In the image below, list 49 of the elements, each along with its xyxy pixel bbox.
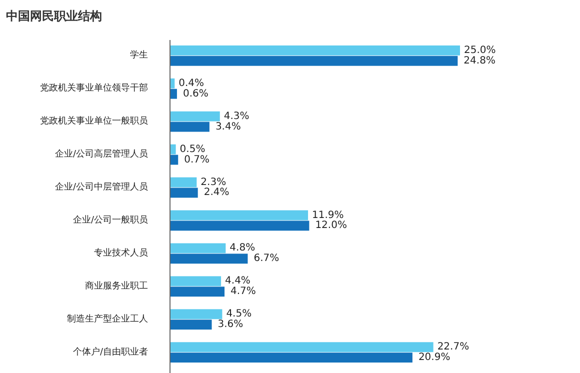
data-label: 4.5% <box>226 308 252 320</box>
text: 中国网民职业结构 <box>6 9 102 23</box>
data-label: 6.7% <box>254 253 280 264</box>
data-label: 4.7% <box>230 286 256 298</box>
y-tick-label: 企业/公司一般职员 <box>72 214 148 226</box>
bar <box>170 243 226 254</box>
data-label: 0.7% <box>184 154 210 166</box>
y-tick-label: 专业技术人员 <box>94 247 148 258</box>
bar <box>170 188 198 198</box>
data-label: 20.9% <box>418 352 450 364</box>
data-label: 22.7% <box>437 342 470 353</box>
bar <box>170 56 458 66</box>
data-label: 2.4% <box>204 187 230 198</box>
bar <box>170 220 310 231</box>
bar <box>170 352 412 363</box>
y-tick-label: 商业服务业职工 <box>85 280 148 292</box>
data-label: 0.4% <box>178 78 204 89</box>
data-label: 2.3% <box>200 176 226 188</box>
y-tick-label: 制造生产型企业工人 <box>67 313 148 324</box>
bar <box>170 177 197 188</box>
bar <box>170 45 460 56</box>
bar <box>170 276 222 286</box>
bar <box>170 210 308 220</box>
data-label: 4.3% <box>224 110 250 122</box>
data-label: 3.6% <box>218 319 244 330</box>
bar <box>170 122 210 132</box>
data-label: 0.5% <box>180 144 206 155</box>
data-label: 12.0% <box>315 220 347 232</box>
data-label: 24.8% <box>464 55 496 66</box>
data-label: 4.8% <box>230 242 256 254</box>
data-label: 0.6% <box>182 88 208 100</box>
bar <box>170 342 434 352</box>
data-label: 11.9% <box>312 210 344 221</box>
bar <box>170 254 248 264</box>
bar <box>170 88 177 99</box>
bar <box>170 309 222 320</box>
data-label: 25.0% <box>464 44 496 56</box>
bar <box>170 144 176 154</box>
data-label: 4.4% <box>225 276 250 287</box>
y-tick-label: 党政机关事业单位领导干部 <box>40 82 148 94</box>
y-tick-label: 个体户/自由职业者 <box>72 346 148 358</box>
y-tick-label: 学生 <box>130 50 148 61</box>
bar <box>170 111 220 122</box>
data-label: 3.4% <box>215 121 241 132</box>
y-tick-label: 党政机关事业单位一般职员 <box>40 116 148 127</box>
bar <box>170 286 225 297</box>
bar <box>170 320 212 330</box>
y-tick-label: 企业/公司高层管理人员 <box>54 148 148 160</box>
y-tick-label: 企业/公司中层管理人员 <box>54 182 148 193</box>
